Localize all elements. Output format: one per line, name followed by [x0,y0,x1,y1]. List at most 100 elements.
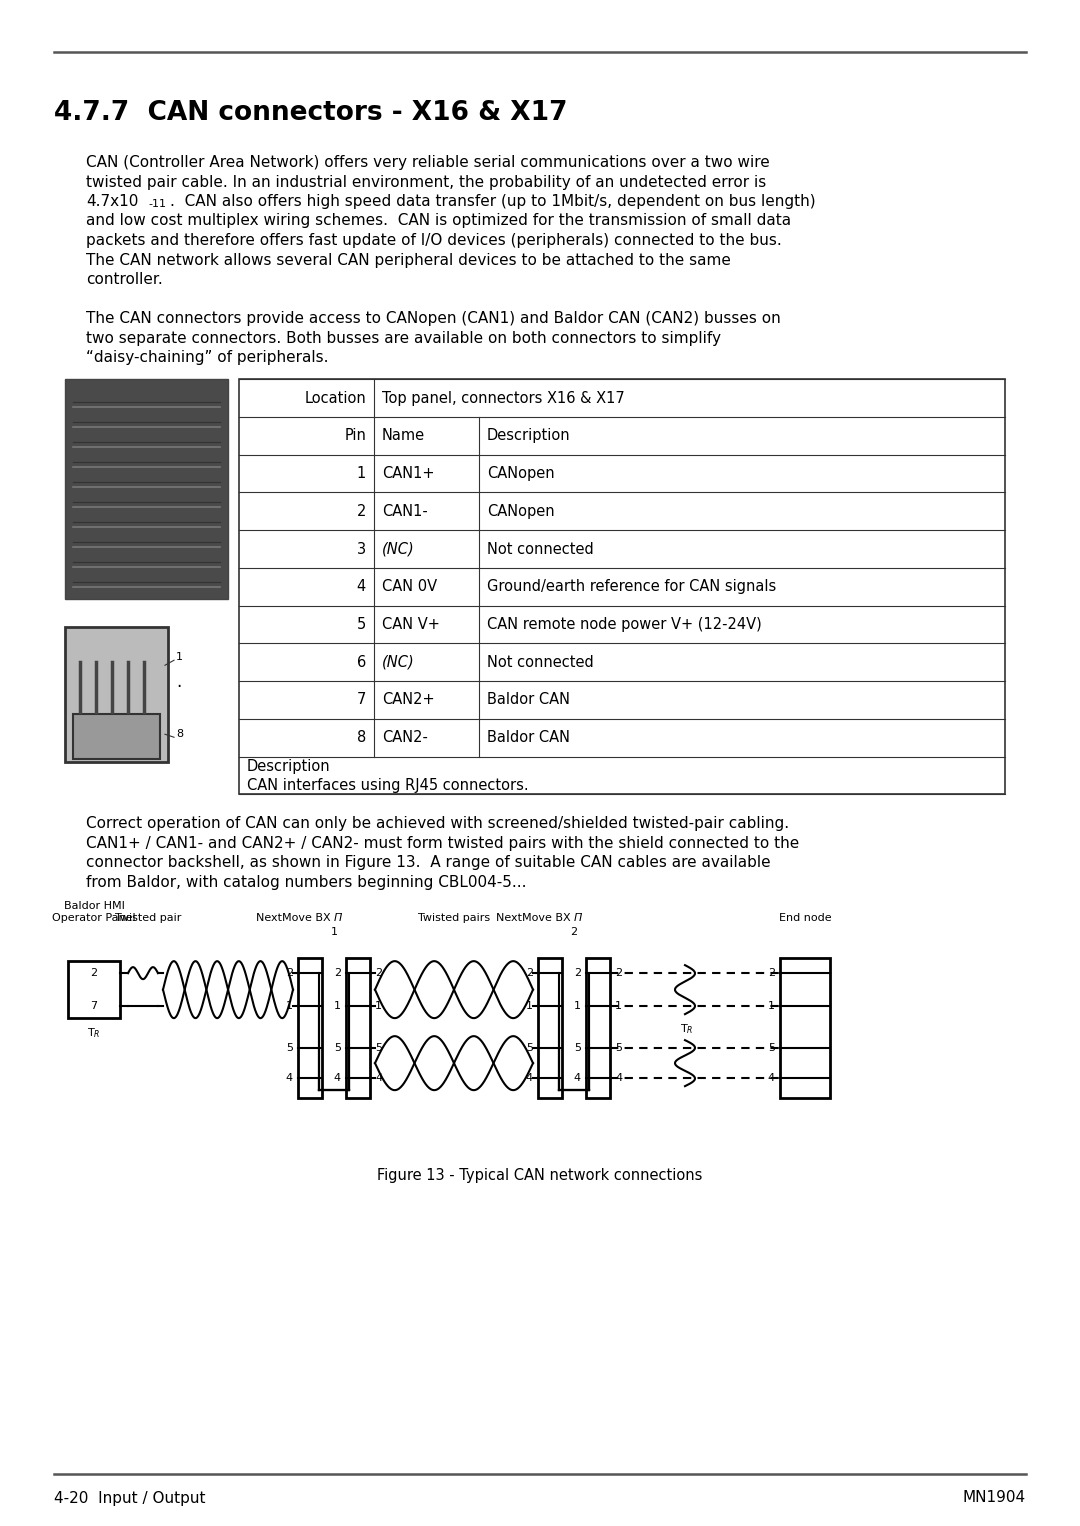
Text: CAN V+: CAN V+ [382,617,440,632]
Text: CAN1+: CAN1+ [382,465,434,481]
Text: 6: 6 [356,655,366,670]
Text: and low cost multiplex wiring schemes.  CAN is optimized for the transmission of: and low cost multiplex wiring schemes. C… [86,214,792,229]
Text: 5: 5 [768,1044,775,1053]
Text: 4-20  Input / Output: 4-20 Input / Output [54,1491,205,1506]
Text: 2: 2 [526,967,534,978]
Text: CAN 0V: CAN 0V [382,580,437,594]
Text: CAN2-: CAN2- [382,729,428,745]
Text: Name: Name [382,429,426,444]
Text: MN1904: MN1904 [963,1491,1026,1506]
Text: 1: 1 [526,1001,534,1012]
Text: 2: 2 [91,967,97,978]
Text: 2: 2 [570,928,578,937]
Text: 2: 2 [356,504,366,519]
Text: CANopen: CANopen [487,504,555,519]
Text: 4: 4 [526,1073,534,1083]
Text: 5: 5 [615,1044,622,1053]
Text: .  CAN also offers high speed data transfer (up to 1Mbit/s, dependent on bus len: . CAN also offers high speed data transf… [170,194,815,209]
Text: two separate connectors. Both busses are available on both connectors to simplif: two separate connectors. Both busses are… [86,331,721,345]
Text: 7: 7 [91,1001,97,1012]
Text: 2: 2 [615,967,622,978]
Text: 5: 5 [573,1044,581,1053]
Text: 4: 4 [768,1073,775,1083]
Text: 2: 2 [334,967,341,978]
Text: Top panel, connectors X16 & X17: Top panel, connectors X16 & X17 [382,391,624,406]
Text: 4.7.7  CAN connectors - X16 & X17: 4.7.7 CAN connectors - X16 & X17 [54,101,567,127]
Text: Baldor CAN: Baldor CAN [487,729,570,745]
Text: “daisy-chaining” of peripherals.: “daisy-chaining” of peripherals. [86,349,328,365]
Text: (NC): (NC) [382,655,415,670]
Text: 2: 2 [768,967,775,978]
Text: End node: End node [779,913,832,923]
Text: Not connected: Not connected [487,542,594,557]
Text: 1: 1 [334,1001,341,1012]
Text: CAN (Controller Area Network) offers very reliable serial communications over a : CAN (Controller Area Network) offers ver… [86,156,770,169]
Bar [298,958,322,1099]
Text: 4: 4 [573,1073,581,1083]
Text: 5: 5 [334,1044,341,1053]
Text: Baldor HMI
Operator Panel: Baldor HMI Operator Panel [52,900,136,923]
Bar [65,627,168,763]
Text: 8: 8 [356,729,366,745]
Text: 4: 4 [356,580,366,594]
Bar [780,958,831,1099]
Text: Π: Π [334,913,342,923]
Text: ·: · [176,678,181,696]
Text: 5: 5 [356,617,366,632]
Text: The CAN network allows several CAN peripheral devices to be attached to the same: The CAN network allows several CAN perip… [86,252,731,267]
Text: T$_R$: T$_R$ [87,1025,100,1039]
Text: Twisted pair: Twisted pair [114,913,181,923]
Bar [538,958,562,1099]
Text: 1: 1 [356,465,366,481]
Text: Correct operation of CAN can only be achieved with screened/shielded twisted-pai: Correct operation of CAN can only be ach… [86,816,789,832]
Text: CANopen: CANopen [487,465,555,481]
Text: Not connected: Not connected [487,655,594,670]
Text: 4: 4 [615,1073,622,1083]
Text: T$_R$: T$_R$ [680,1022,693,1036]
Text: (NC): (NC) [382,542,415,557]
Text: CAN remote node power V+ (12-24V): CAN remote node power V+ (12-24V) [487,617,761,632]
Text: 8: 8 [176,729,184,739]
Text: CAN2+: CAN2+ [382,693,434,708]
Text: CAN1-: CAN1- [382,504,428,519]
Text: Π: Π [573,913,582,923]
Text: packets and therefore offers fast update of I/O devices (peripherals) connected : packets and therefore offers fast update… [86,233,782,249]
Bar [586,958,610,1099]
Text: connector backshell, as shown in Figure 13.  A range of suitable CAN cables are : connector backshell, as shown in Figure … [86,855,771,870]
Text: 4: 4 [375,1073,382,1083]
Text: 5: 5 [526,1044,534,1053]
Text: Baldor CAN: Baldor CAN [487,693,570,708]
Text: Figure 13 - Typical CAN network connections: Figure 13 - Typical CAN network connecti… [377,1167,703,1183]
Text: Twisted pairs: Twisted pairs [418,913,490,923]
Text: 1: 1 [330,928,337,937]
Text: from Baldor, with catalog numbers beginning CBL004-5...: from Baldor, with catalog numbers beginn… [86,874,527,890]
Text: 4.7x10: 4.7x10 [86,194,138,209]
Text: 2: 2 [375,967,382,978]
Text: 1: 1 [573,1001,581,1012]
Text: NextMove BX: NextMove BX [256,913,334,923]
Text: 1: 1 [768,1001,775,1012]
Text: 4: 4 [334,1073,341,1083]
Text: Ground/earth reference for CAN signals: Ground/earth reference for CAN signals [487,580,777,594]
Text: twisted pair cable. In an industrial environment, the probability of an undetect: twisted pair cable. In an industrial env… [86,174,766,189]
Bar [65,380,228,600]
Text: 1: 1 [286,1001,293,1012]
Text: 5: 5 [286,1044,293,1053]
Text: 2: 2 [286,967,293,978]
Text: CAN1+ / CAN1- and CAN2+ / CAN2- must form twisted pairs with the shield connecte: CAN1+ / CAN1- and CAN2+ / CAN2- must for… [86,836,799,852]
Text: The CAN connectors provide access to CANopen (CAN1) and Baldor CAN (CAN2) busses: The CAN connectors provide access to CAN… [86,311,781,327]
Text: 4: 4 [286,1073,293,1083]
Text: 3: 3 [356,542,366,557]
Bar [346,958,370,1099]
Text: Description: Description [487,429,570,444]
Text: Pin: Pin [345,429,366,444]
Text: -11: -11 [148,198,166,209]
Text: 1: 1 [375,1001,382,1012]
Bar [68,961,120,1018]
Text: 2: 2 [573,967,581,978]
Text: controller.: controller. [86,272,163,287]
Text: NextMove BX: NextMove BX [496,913,573,923]
Text: 1: 1 [615,1001,622,1012]
Text: 7: 7 [356,693,366,708]
Text: 1: 1 [176,652,183,662]
